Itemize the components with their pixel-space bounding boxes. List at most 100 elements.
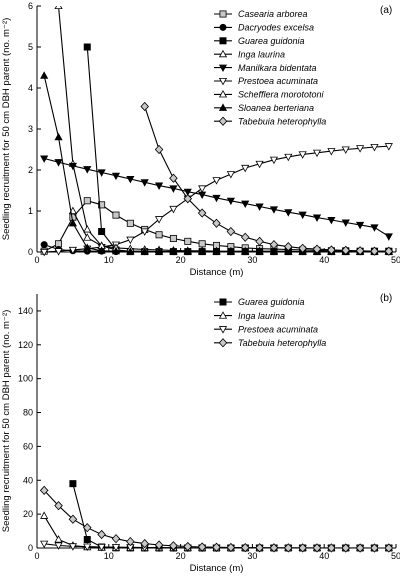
- panel-a-x-tick-label: 0: [34, 255, 39, 265]
- panel-a-legend-marker: [218, 116, 228, 126]
- panel-a-data-point: [140, 101, 149, 112]
- panel-a-data-point: [55, 240, 63, 248]
- panel-a-data-point: [83, 166, 92, 174]
- panel-a-series-manilkara-bidentata: [40, 155, 393, 241]
- panel-b-plot-area: [39, 480, 394, 553]
- panel-a-legend-marker: [219, 10, 227, 18]
- panel-a-data-point: [183, 247, 192, 255]
- panel-a-data-point: [198, 247, 207, 255]
- panel-a-data-point: [212, 194, 221, 203]
- panel-b-data-point: [40, 540, 49, 549]
- panel-a-data-point: [83, 225, 92, 233]
- panel-a-data-point: [154, 144, 164, 155]
- panel-a-data-point: [40, 155, 49, 163]
- panel-b-data-point: [212, 542, 221, 552]
- panel-b-legend-entry-guarea-guidonia: Guarea guidonia: [238, 297, 305, 307]
- panel-b-data-point: [54, 501, 63, 511]
- panel-a-data-point: [284, 153, 293, 162]
- panel-a-data-point: [54, 132, 63, 141]
- panel-a-data-point: [198, 185, 207, 193]
- panel-a-data-point: [111, 172, 121, 181]
- panel-b-legend-entry-prestoea-acuminata: Prestoea acuminata: [238, 324, 318, 334]
- panel-a-data-point: [98, 227, 106, 235]
- panel-b-data-point: [126, 536, 135, 547]
- panel-a-panel-label: (a): [380, 5, 392, 16]
- panel-b-data-point: [298, 543, 307, 553]
- panel-a-legend-marker: [219, 23, 227, 31]
- panel-b-x-tick-label: 50: [391, 551, 400, 561]
- panel-b-y-tick-label: 60: [23, 441, 33, 451]
- panel-a-data-point: [112, 211, 120, 219]
- panel-b-y-tick-label: 80: [23, 408, 33, 418]
- panel-b-y-tick-label: 20: [23, 509, 33, 519]
- panel-a-data-point: [384, 143, 393, 151]
- panel-a-chart: 0 10 20 30 40 50 0 1 2 3 4 5 6 Distance (m) Seedling r…: [1, 1, 400, 278]
- panel-a-data-point: [154, 216, 164, 224]
- panel-b-legend-marker: [219, 298, 227, 306]
- panel-a-data-point: [98, 201, 106, 209]
- panel-a-legend-marker: [218, 90, 228, 98]
- panel-a-legend-marker: [218, 64, 228, 72]
- panel-a-legend-entry-schefflera-morototoni: Schefflera morototoni: [238, 90, 325, 100]
- panel-b-data-point: [68, 543, 77, 551]
- panel-a-data-point: [226, 226, 236, 237]
- panel-b-data-point: [255, 543, 264, 553]
- panel-a-legend-marker: [218, 49, 228, 58]
- panel-b-data-point: [327, 543, 336, 553]
- panel-a-data-point: [212, 247, 221, 255]
- panel-a-legend-entry-casearia-arborea: Casearia arborea: [238, 9, 308, 19]
- panel-a-legend-marker: [218, 77, 228, 86]
- panel-b-data-point: [284, 543, 293, 553]
- panel-a-data-point: [126, 247, 135, 255]
- panel-a-data-point: [126, 219, 134, 227]
- panel-a-data-point: [169, 234, 177, 242]
- panel-b-x-axis-label: Distance (m): [190, 563, 244, 574]
- panel-a-legend-entry-tabebuia-heterophylla: Tabebuia heterophylla: [238, 116, 326, 126]
- panel-a-data-point: [83, 233, 92, 241]
- panel-b-data-point: [83, 536, 91, 544]
- panel-a-data-point: [284, 242, 293, 252]
- panel-a-data-point: [241, 200, 250, 209]
- panel-a-data-point: [155, 231, 163, 239]
- panel-a-data-point: [341, 146, 350, 154]
- panel-a-data-point: [54, 6, 63, 10]
- panel-a-data-point: [384, 246, 394, 256]
- panel-a-data-point: [140, 228, 149, 236]
- panel-a-data-point: [212, 177, 221, 185]
- panel-b-data-point: [40, 511, 49, 519]
- panel-a-data-point: [241, 164, 250, 173]
- panel-b-data-point: [370, 543, 379, 553]
- panel-b-y-tick-label: 140: [18, 306, 33, 316]
- panel-a-data-point: [269, 240, 279, 250]
- panel-b-data-point: [111, 544, 121, 552]
- panel-a-data-point: [327, 148, 336, 156]
- panel-a-data-point: [370, 246, 379, 256]
- panel-a-data-point: [341, 245, 351, 255]
- panel-a-data-point: [355, 246, 365, 256]
- panel-b-legend-marker: [218, 338, 228, 348]
- panel-a-data-point: [255, 203, 264, 211]
- panel-b-legend-marker: [218, 326, 228, 334]
- panel-b-x-tick-label: 20: [176, 551, 186, 561]
- panel-b-y-tick-label: 100: [18, 374, 33, 384]
- panel-b-data-point: [226, 542, 236, 553]
- panel-a-series-tabebuia-heterophylla: [140, 101, 394, 256]
- panel-a-data-point: [255, 160, 264, 169]
- panel-a-legend-entry-inga-laurina: Inga laurina: [238, 49, 285, 59]
- panel-b-legend-marker: [218, 311, 228, 319]
- panel-a-data-point: [83, 243, 92, 251]
- panel-b-data-point: [83, 543, 92, 552]
- panel-b-chart: 0 10 20 30 40 50 0 20 40 60 80 100 120 140 Distance (m…: [1, 293, 400, 574]
- panel-a-data-point: [126, 236, 135, 245]
- panel-a-y-tick-label: 4: [28, 83, 33, 93]
- panel-a-y-tick-label: 1: [28, 206, 33, 216]
- panel-a-legend: Casearia arborea Dacryodes excelsa Guarea …: [214, 9, 326, 126]
- panel-a-data-point: [169, 247, 178, 255]
- panel-a-data-point: [154, 182, 164, 190]
- panel-a-data-point: [169, 185, 178, 193]
- panel-b-series-line-guarea-guidonia: [72, 483, 389, 549]
- panel-b-data-point: [197, 542, 207, 552]
- panel-a-data-point: [140, 247, 149, 255]
- panel-a-data-point: [240, 232, 250, 242]
- panel-b-data-point: [269, 543, 279, 553]
